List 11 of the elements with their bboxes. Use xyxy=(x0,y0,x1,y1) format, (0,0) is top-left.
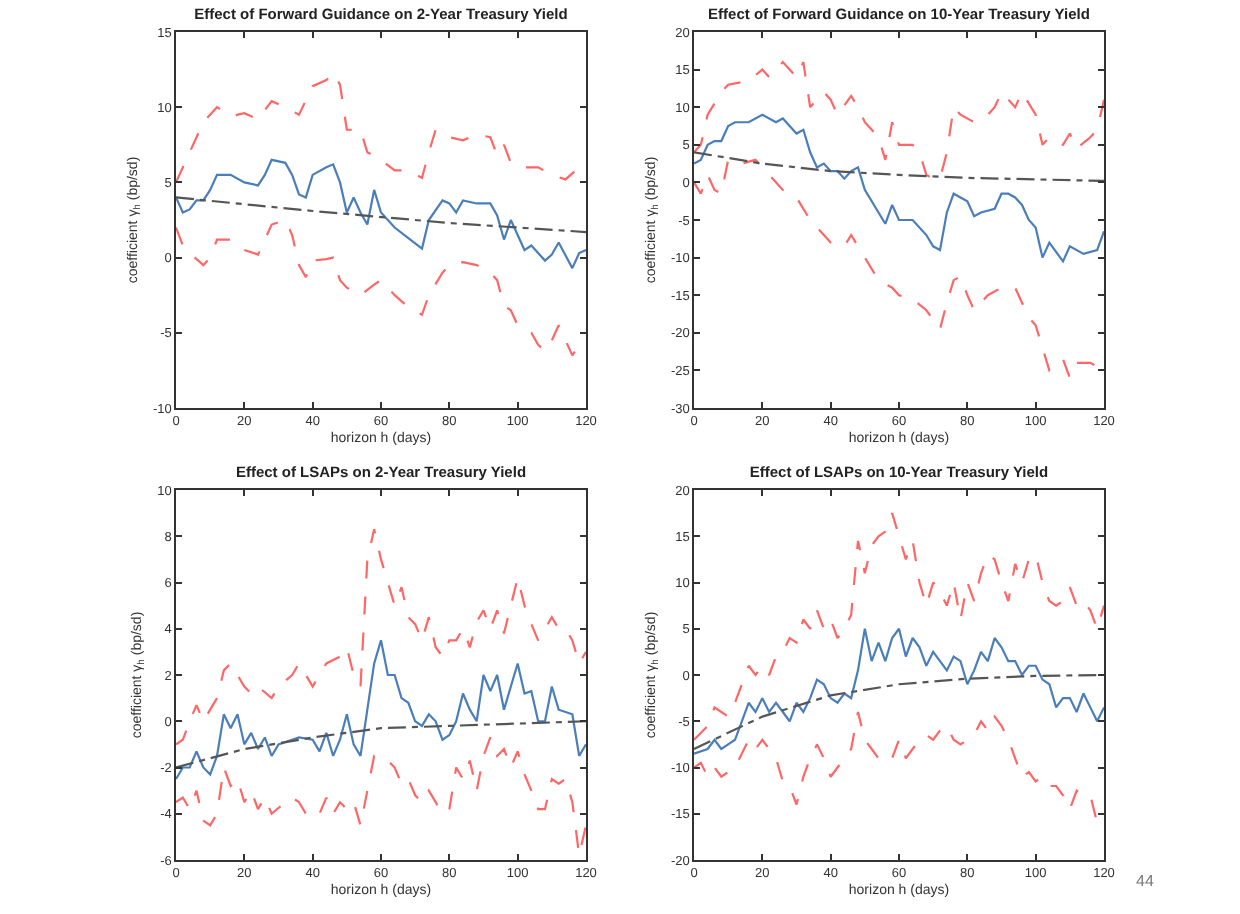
text: 44 xyxy=(1136,872,1155,890)
line-series xyxy=(176,196,586,234)
line-series xyxy=(694,113,1104,263)
line-series xyxy=(694,60,1104,180)
line-series xyxy=(176,158,586,270)
line-series xyxy=(694,512,1104,741)
line-series xyxy=(694,627,1104,755)
line-series xyxy=(176,528,586,746)
line-series xyxy=(176,720,586,769)
line-series xyxy=(694,151,1104,182)
line-series xyxy=(176,639,586,781)
